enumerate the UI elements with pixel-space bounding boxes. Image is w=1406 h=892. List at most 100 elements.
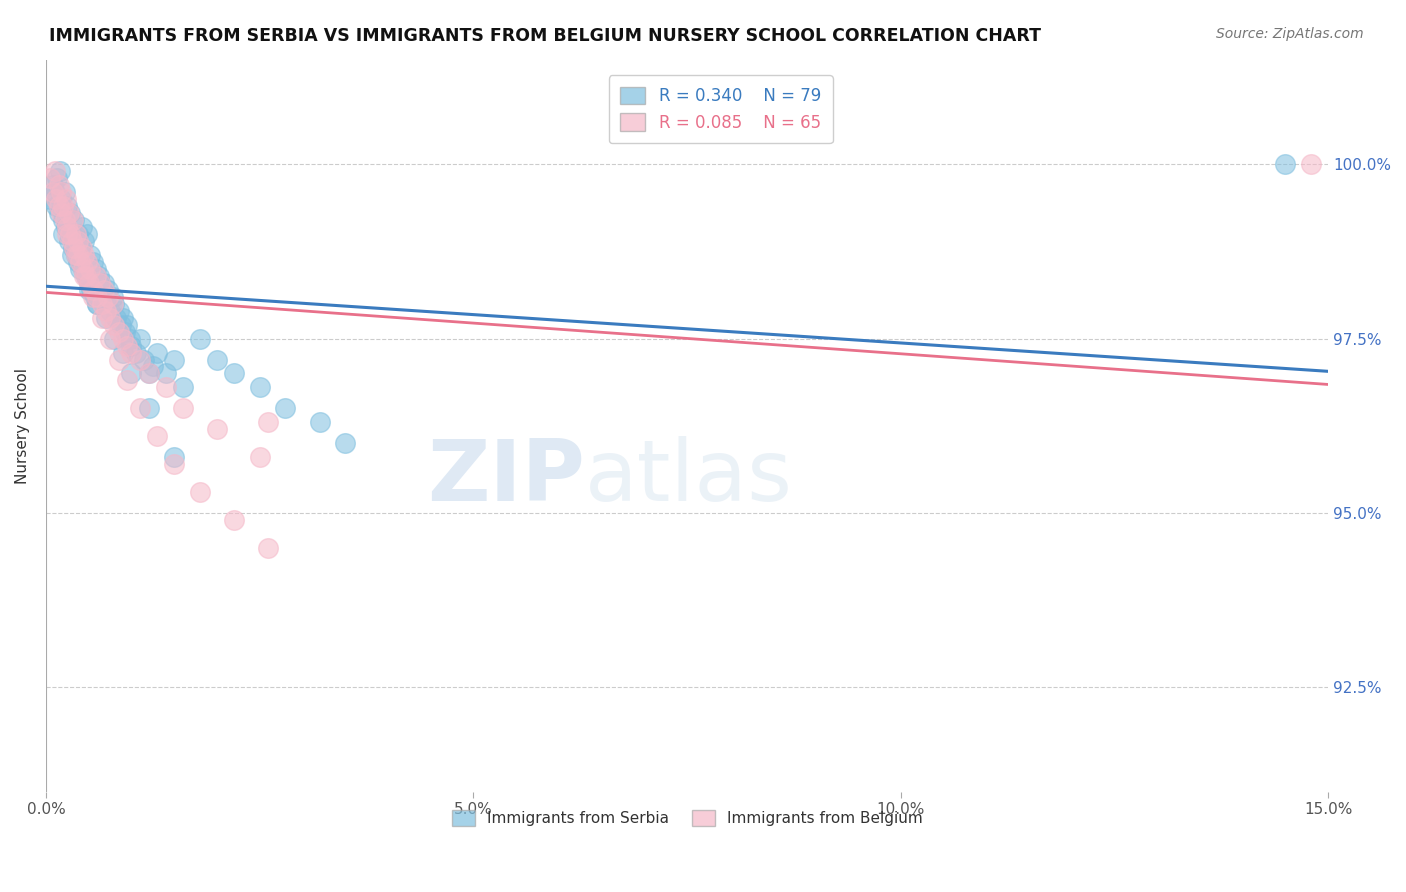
Point	[60, 234, 83, 248]
Point	[115, 374, 138, 388]
Point	[82, 290, 104, 304]
Point	[96, 283, 118, 297]
Point	[66, 227, 89, 241]
Point	[51, 192, 73, 206]
Y-axis label: Nursery School: Nursery School	[15, 368, 30, 483]
Point	[42, 185, 65, 199]
Point	[129, 352, 152, 367]
Point	[249, 380, 271, 394]
Point	[42, 178, 65, 193]
Point	[56, 227, 79, 241]
Point	[69, 241, 91, 255]
Point	[94, 296, 117, 310]
Point	[172, 380, 194, 394]
Point	[94, 310, 117, 325]
Point	[115, 338, 138, 352]
Point	[62, 213, 84, 227]
Point	[65, 248, 87, 262]
Point	[80, 283, 103, 297]
Point	[101, 296, 124, 310]
Point	[110, 318, 132, 332]
Point	[105, 310, 128, 325]
Point	[249, 450, 271, 465]
Point	[70, 241, 93, 255]
Point	[79, 248, 101, 262]
Point	[76, 255, 98, 269]
Point	[107, 352, 129, 367]
Point	[82, 255, 104, 269]
Point	[1299, 157, 1322, 171]
Point	[257, 415, 280, 429]
Text: atlas: atlas	[585, 435, 793, 518]
Point	[107, 303, 129, 318]
Point	[155, 380, 177, 394]
Point	[138, 401, 160, 416]
Point	[73, 268, 96, 283]
Point	[111, 332, 134, 346]
Point	[56, 199, 79, 213]
Point	[138, 367, 160, 381]
Point	[63, 241, 86, 255]
Text: Source: ZipAtlas.com: Source: ZipAtlas.com	[1216, 27, 1364, 41]
Point	[120, 338, 142, 352]
Point	[120, 345, 142, 359]
Point	[146, 345, 169, 359]
Point	[83, 290, 105, 304]
Point	[163, 352, 186, 367]
Point	[308, 415, 330, 429]
Point	[48, 178, 70, 193]
Point	[111, 310, 134, 325]
Point	[89, 276, 111, 290]
Point	[188, 485, 211, 500]
Point	[39, 171, 62, 186]
Point	[86, 290, 108, 304]
Point	[98, 332, 121, 346]
Point	[107, 325, 129, 339]
Point	[84, 261, 107, 276]
Point	[48, 206, 70, 220]
Point	[44, 185, 66, 199]
Point	[44, 164, 66, 178]
Point	[77, 276, 100, 290]
Point	[98, 303, 121, 318]
Point	[49, 206, 72, 220]
Point	[142, 359, 165, 374]
Point	[45, 199, 67, 213]
Point	[69, 255, 91, 269]
Point	[103, 296, 125, 310]
Point	[188, 332, 211, 346]
Point	[58, 206, 80, 220]
Point	[69, 261, 91, 276]
Point	[53, 213, 76, 227]
Point	[70, 219, 93, 234]
Point	[129, 332, 152, 346]
Point	[52, 213, 75, 227]
Point	[65, 248, 87, 262]
Point	[63, 213, 86, 227]
Point	[115, 318, 138, 332]
Text: IMMIGRANTS FROM SERBIA VS IMMIGRANTS FROM BELGIUM NURSERY SCHOOL CORRELATION CHA: IMMIGRANTS FROM SERBIA VS IMMIGRANTS FRO…	[49, 27, 1042, 45]
Point	[60, 227, 83, 241]
Point	[97, 290, 120, 304]
Point	[1274, 157, 1296, 171]
Point	[52, 199, 75, 213]
Point	[58, 234, 80, 248]
Point	[90, 283, 112, 297]
Point	[73, 234, 96, 248]
Point	[333, 436, 356, 450]
Point	[79, 261, 101, 276]
Point	[94, 303, 117, 318]
Point	[86, 296, 108, 310]
Point	[59, 206, 82, 220]
Point	[46, 171, 69, 186]
Point	[67, 255, 90, 269]
Point	[51, 185, 73, 199]
Point	[59, 227, 82, 241]
Point	[111, 345, 134, 359]
Point	[205, 422, 228, 436]
Point	[52, 227, 75, 241]
Point	[77, 276, 100, 290]
Point	[90, 310, 112, 325]
Point	[60, 248, 83, 262]
Point	[55, 192, 77, 206]
